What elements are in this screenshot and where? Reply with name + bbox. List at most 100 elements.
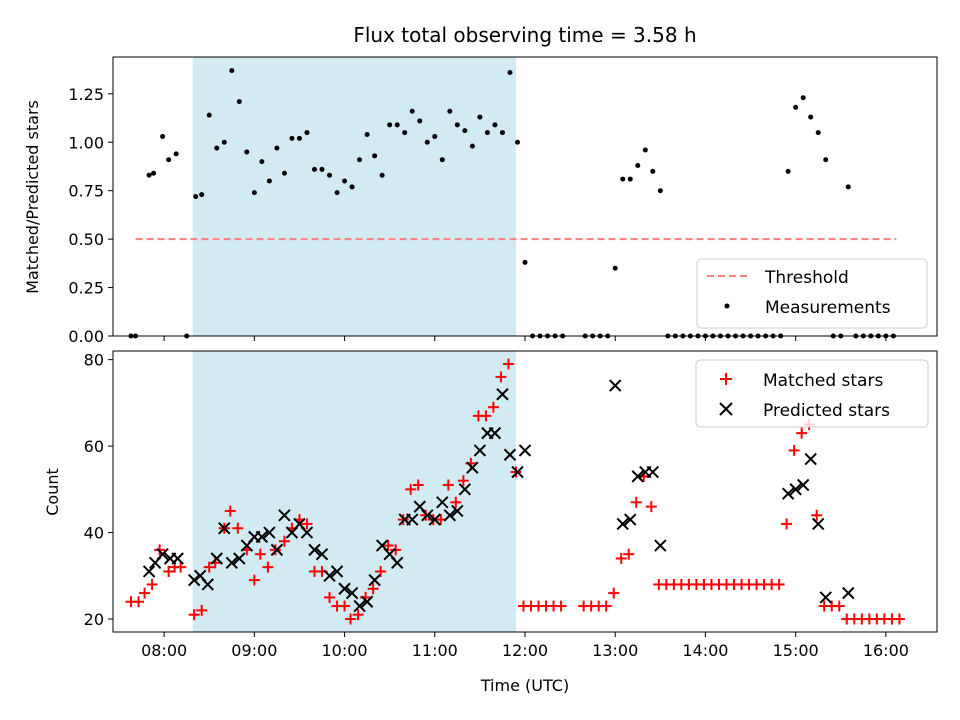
matched-star-point: [555, 600, 567, 612]
measurement-point: [214, 145, 220, 151]
predicted-star-point: [804, 452, 817, 466]
measurement-point: [499, 130, 505, 136]
measurement-point: [439, 157, 445, 163]
legend-predicted-label: Predicted stars: [763, 401, 890, 421]
matched-star-point: [442, 479, 454, 491]
measurement-point: [507, 70, 513, 75]
measurement-point: [199, 192, 205, 198]
predicted-star-point: [300, 526, 314, 539]
predicted-star-point: [511, 465, 524, 479]
matched-star-point: [367, 583, 379, 595]
bottom-x-ticks: 08:00 09:00 10:00 11:00 12:00 13:00 14:00 15:00…: [141, 632, 909, 660]
x-tick-label: 11:00: [412, 641, 458, 660]
measurement-point: [274, 145, 280, 151]
measurement-point: [334, 190, 340, 196]
matched-star-point: [600, 600, 612, 612]
measurement-point: [800, 95, 806, 101]
matched-star-point: [262, 561, 274, 573]
matched-star-point: [788, 444, 800, 456]
predicted-star-point: [308, 543, 321, 557]
y-tick-label: 40: [84, 524, 104, 543]
bottom-legend: Matched stars Predicted stars: [695, 359, 929, 428]
predicted-star-point: [789, 483, 802, 496]
matched-star-point: [412, 479, 424, 491]
y-tick-label: 80: [84, 351, 104, 370]
measurement-point: [424, 139, 430, 145]
measurement-point: [319, 166, 325, 172]
matched-star-point: [278, 535, 290, 547]
measurement-point: [823, 157, 829, 163]
predicted-star-point: [812, 517, 825, 531]
x-tick-label: 15:00: [773, 641, 819, 660]
measurement-point: [311, 166, 317, 172]
top-highlight-span: [192, 57, 516, 336]
measurement-point: [206, 112, 212, 118]
bottom-panel: 20 40 60 80 08:00 09:00 10:00 11:00 12:00 13:00 1…: [43, 350, 938, 695]
measurement-point: [492, 122, 498, 128]
matched-stars-points: [125, 358, 905, 625]
measurement-point: [160, 133, 166, 139]
predicted-star-point: [503, 448, 517, 461]
matched-star-point: [188, 609, 200, 621]
predicted-star-point: [443, 509, 457, 522]
predicted-star-point: [390, 556, 404, 570]
predicted-star-point: [345, 586, 359, 600]
measurement-point: [612, 265, 618, 271]
matched-star-point: [301, 518, 313, 530]
predicted-star-point: [218, 522, 231, 535]
measurement-point: [635, 163, 641, 168]
measurement-point: [327, 172, 333, 178]
legend-measurements-swatch: [724, 303, 730, 309]
matched-star-point: [345, 613, 357, 625]
matched-star-point: [615, 553, 627, 565]
measurement-point: [417, 118, 423, 124]
predicted-star-point: [142, 565, 156, 578]
measurement-point: [379, 172, 385, 178]
measurement-point: [642, 147, 648, 153]
measurement-point: [402, 130, 408, 136]
predicted-star-point: [233, 552, 246, 565]
matched-star-point: [163, 565, 175, 577]
predicted-star-point: [428, 513, 441, 526]
measurement-point: [477, 114, 483, 120]
matched-star-point: [405, 483, 417, 495]
legend-measurements-label: Measurements: [765, 298, 891, 318]
matched-star-point: [382, 540, 394, 552]
predicted-star-point: [624, 513, 637, 526]
matched-star-point: [773, 578, 785, 590]
matched-star-point: [796, 427, 808, 439]
predicted-star-point: [421, 509, 434, 522]
predicted-star-point: [263, 526, 276, 539]
measurement-points: [128, 68, 896, 339]
matched-star-point: [502, 358, 514, 370]
top-x-ticks: [163, 336, 887, 341]
matched-star-point: [339, 600, 351, 612]
top-legend-box: [696, 258, 928, 329]
measurement-point: [808, 114, 814, 120]
predicted-star-point: [156, 547, 169, 561]
measurement-point: [620, 176, 626, 182]
measurement-point: [815, 130, 821, 136]
predicted-star-point: [210, 552, 223, 565]
measurement-point: [447, 108, 453, 114]
top-y-axis-label: Matched/Predicted stars: [23, 100, 42, 294]
predicted-star-point: [171, 552, 184, 565]
predicted-star-point: [406, 513, 419, 526]
measurement-point: [454, 122, 460, 128]
matched-star-point: [480, 410, 492, 422]
matched-star-point: [232, 522, 244, 534]
predicted-star-point: [255, 530, 269, 544]
y-tick-label: 0.25: [68, 279, 104, 298]
matched-star-point: [175, 561, 187, 573]
matched-star-point: [623, 548, 635, 560]
measurement-point: [193, 194, 199, 199]
y-tick-label: 60: [84, 437, 104, 456]
y-tick-label: 20: [84, 610, 104, 629]
measurement-point: [221, 139, 227, 145]
measurement-point: [372, 153, 378, 159]
matched-star-point: [133, 596, 145, 608]
y-tick-label: 1.00: [68, 133, 104, 152]
predicted-star-point: [451, 504, 464, 518]
measurement-point: [657, 188, 663, 194]
